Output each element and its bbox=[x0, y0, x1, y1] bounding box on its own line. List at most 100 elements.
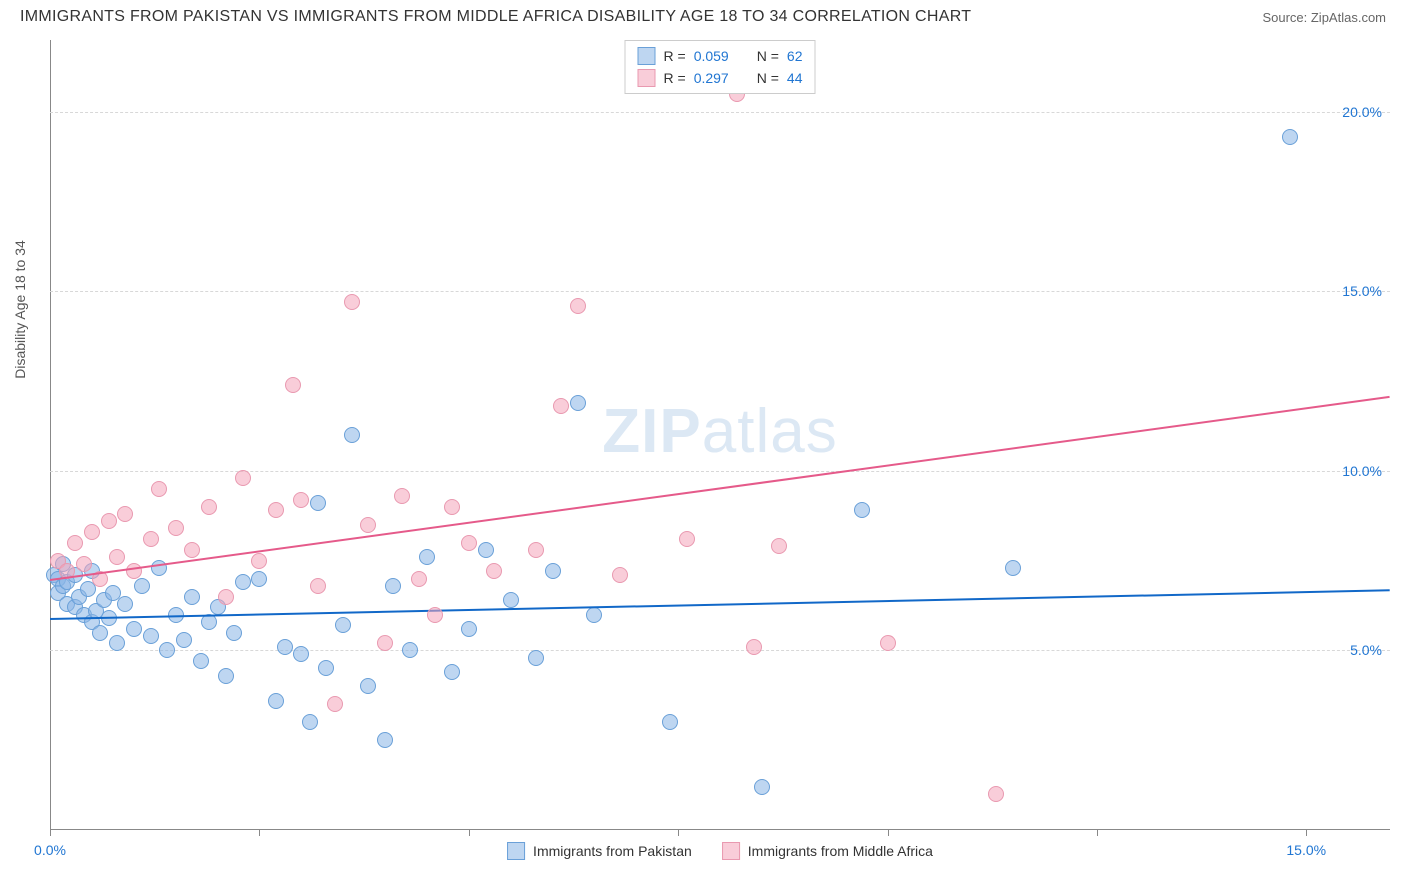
scatter-point bbox=[293, 646, 309, 662]
scatter-point bbox=[880, 635, 896, 651]
legend-r-value: 0.297 bbox=[694, 67, 729, 89]
scatter-point bbox=[553, 398, 569, 414]
x-tick bbox=[50, 830, 51, 836]
scatter-point bbox=[771, 538, 787, 554]
scatter-point bbox=[310, 578, 326, 594]
scatter-point bbox=[184, 542, 200, 558]
scatter-point bbox=[168, 520, 184, 536]
scatter-point bbox=[277, 639, 293, 655]
scatter-point bbox=[478, 542, 494, 558]
y-tick-label: 10.0% bbox=[1342, 463, 1382, 479]
scatter-point bbox=[226, 625, 242, 641]
scatter-point bbox=[377, 732, 393, 748]
scatter-point bbox=[109, 635, 125, 651]
scatter-point bbox=[854, 502, 870, 518]
scatter-point bbox=[126, 621, 142, 637]
scatter-point bbox=[1005, 560, 1021, 576]
x-tick bbox=[259, 830, 260, 836]
legend-series-item: Immigrants from Pakistan bbox=[507, 842, 692, 860]
plot-region: ZIPatlas 5.0%10.0%15.0%20.0%0.0%15.0% bbox=[50, 40, 1390, 830]
watermark-bold: ZIP bbox=[602, 397, 701, 466]
scatter-point bbox=[67, 535, 83, 551]
scatter-point bbox=[377, 635, 393, 651]
scatter-point bbox=[235, 470, 251, 486]
scatter-point bbox=[318, 660, 334, 676]
scatter-point bbox=[92, 625, 108, 641]
scatter-point bbox=[310, 495, 326, 511]
grid-line bbox=[50, 112, 1390, 113]
scatter-point bbox=[184, 589, 200, 605]
scatter-point bbox=[570, 298, 586, 314]
scatter-point bbox=[394, 488, 410, 504]
legend-series-label: Immigrants from Middle Africa bbox=[748, 843, 933, 859]
scatter-point bbox=[679, 531, 695, 547]
scatter-point bbox=[360, 678, 376, 694]
legend-r-label: R = bbox=[664, 67, 686, 89]
scatter-point bbox=[335, 617, 351, 633]
scatter-point bbox=[746, 639, 762, 655]
scatter-point bbox=[545, 563, 561, 579]
scatter-point bbox=[134, 578, 150, 594]
scatter-point bbox=[411, 571, 427, 587]
scatter-point bbox=[344, 294, 360, 310]
watermark: ZIPatlas bbox=[602, 396, 837, 467]
scatter-point bbox=[117, 596, 133, 612]
scatter-point bbox=[251, 571, 267, 587]
legend-r-value: 0.059 bbox=[694, 45, 729, 67]
scatter-point bbox=[754, 779, 770, 795]
scatter-point bbox=[268, 502, 284, 518]
scatter-point bbox=[143, 628, 159, 644]
scatter-point bbox=[143, 531, 159, 547]
scatter-point bbox=[76, 556, 92, 572]
scatter-point bbox=[427, 607, 443, 623]
scatter-point bbox=[268, 693, 284, 709]
scatter-point bbox=[360, 517, 376, 533]
y-axis-label: Disability Age 18 to 34 bbox=[12, 240, 28, 379]
scatter-point bbox=[235, 574, 251, 590]
scatter-point bbox=[251, 553, 267, 569]
scatter-point bbox=[988, 786, 1004, 802]
scatter-point bbox=[285, 377, 301, 393]
x-tick bbox=[1306, 830, 1307, 836]
scatter-point bbox=[201, 499, 217, 515]
scatter-point bbox=[461, 535, 477, 551]
chart-title: IMMIGRANTS FROM PAKISTAN VS IMMIGRANTS F… bbox=[20, 8, 971, 26]
scatter-point bbox=[385, 578, 401, 594]
legend-swatch bbox=[638, 47, 656, 65]
x-axis-line bbox=[50, 829, 1390, 830]
scatter-point bbox=[302, 714, 318, 730]
trend-line bbox=[50, 589, 1390, 620]
scatter-point bbox=[419, 549, 435, 565]
scatter-point bbox=[109, 549, 125, 565]
scatter-point bbox=[444, 664, 460, 680]
scatter-point bbox=[176, 632, 192, 648]
y-tick-label: 20.0% bbox=[1342, 104, 1382, 120]
trend-line bbox=[50, 395, 1390, 580]
scatter-point bbox=[486, 563, 502, 579]
y-axis-line bbox=[50, 40, 51, 830]
legend-swatch bbox=[722, 842, 740, 860]
legend-swatch bbox=[507, 842, 525, 860]
legend-n-label: N = bbox=[757, 67, 779, 89]
scatter-point bbox=[662, 714, 678, 730]
scatter-point bbox=[612, 567, 628, 583]
scatter-point bbox=[528, 542, 544, 558]
x-tick bbox=[1097, 830, 1098, 836]
legend-stats: R =0.059N =62R =0.297N =44 bbox=[625, 40, 816, 94]
legend-series-item: Immigrants from Middle Africa bbox=[722, 842, 933, 860]
scatter-point bbox=[1282, 129, 1298, 145]
scatter-point bbox=[193, 653, 209, 669]
legend-n-value: 62 bbox=[787, 45, 803, 67]
scatter-point bbox=[444, 499, 460, 515]
x-tick bbox=[888, 830, 889, 836]
grid-line bbox=[50, 650, 1390, 651]
scatter-point bbox=[528, 650, 544, 666]
legend-stats-row: R =0.059N =62 bbox=[638, 45, 803, 67]
grid-line bbox=[50, 471, 1390, 472]
scatter-point bbox=[159, 642, 175, 658]
scatter-point bbox=[570, 395, 586, 411]
x-tick bbox=[678, 830, 679, 836]
scatter-point bbox=[327, 696, 343, 712]
scatter-point bbox=[461, 621, 477, 637]
legend-series-label: Immigrants from Pakistan bbox=[533, 843, 692, 859]
